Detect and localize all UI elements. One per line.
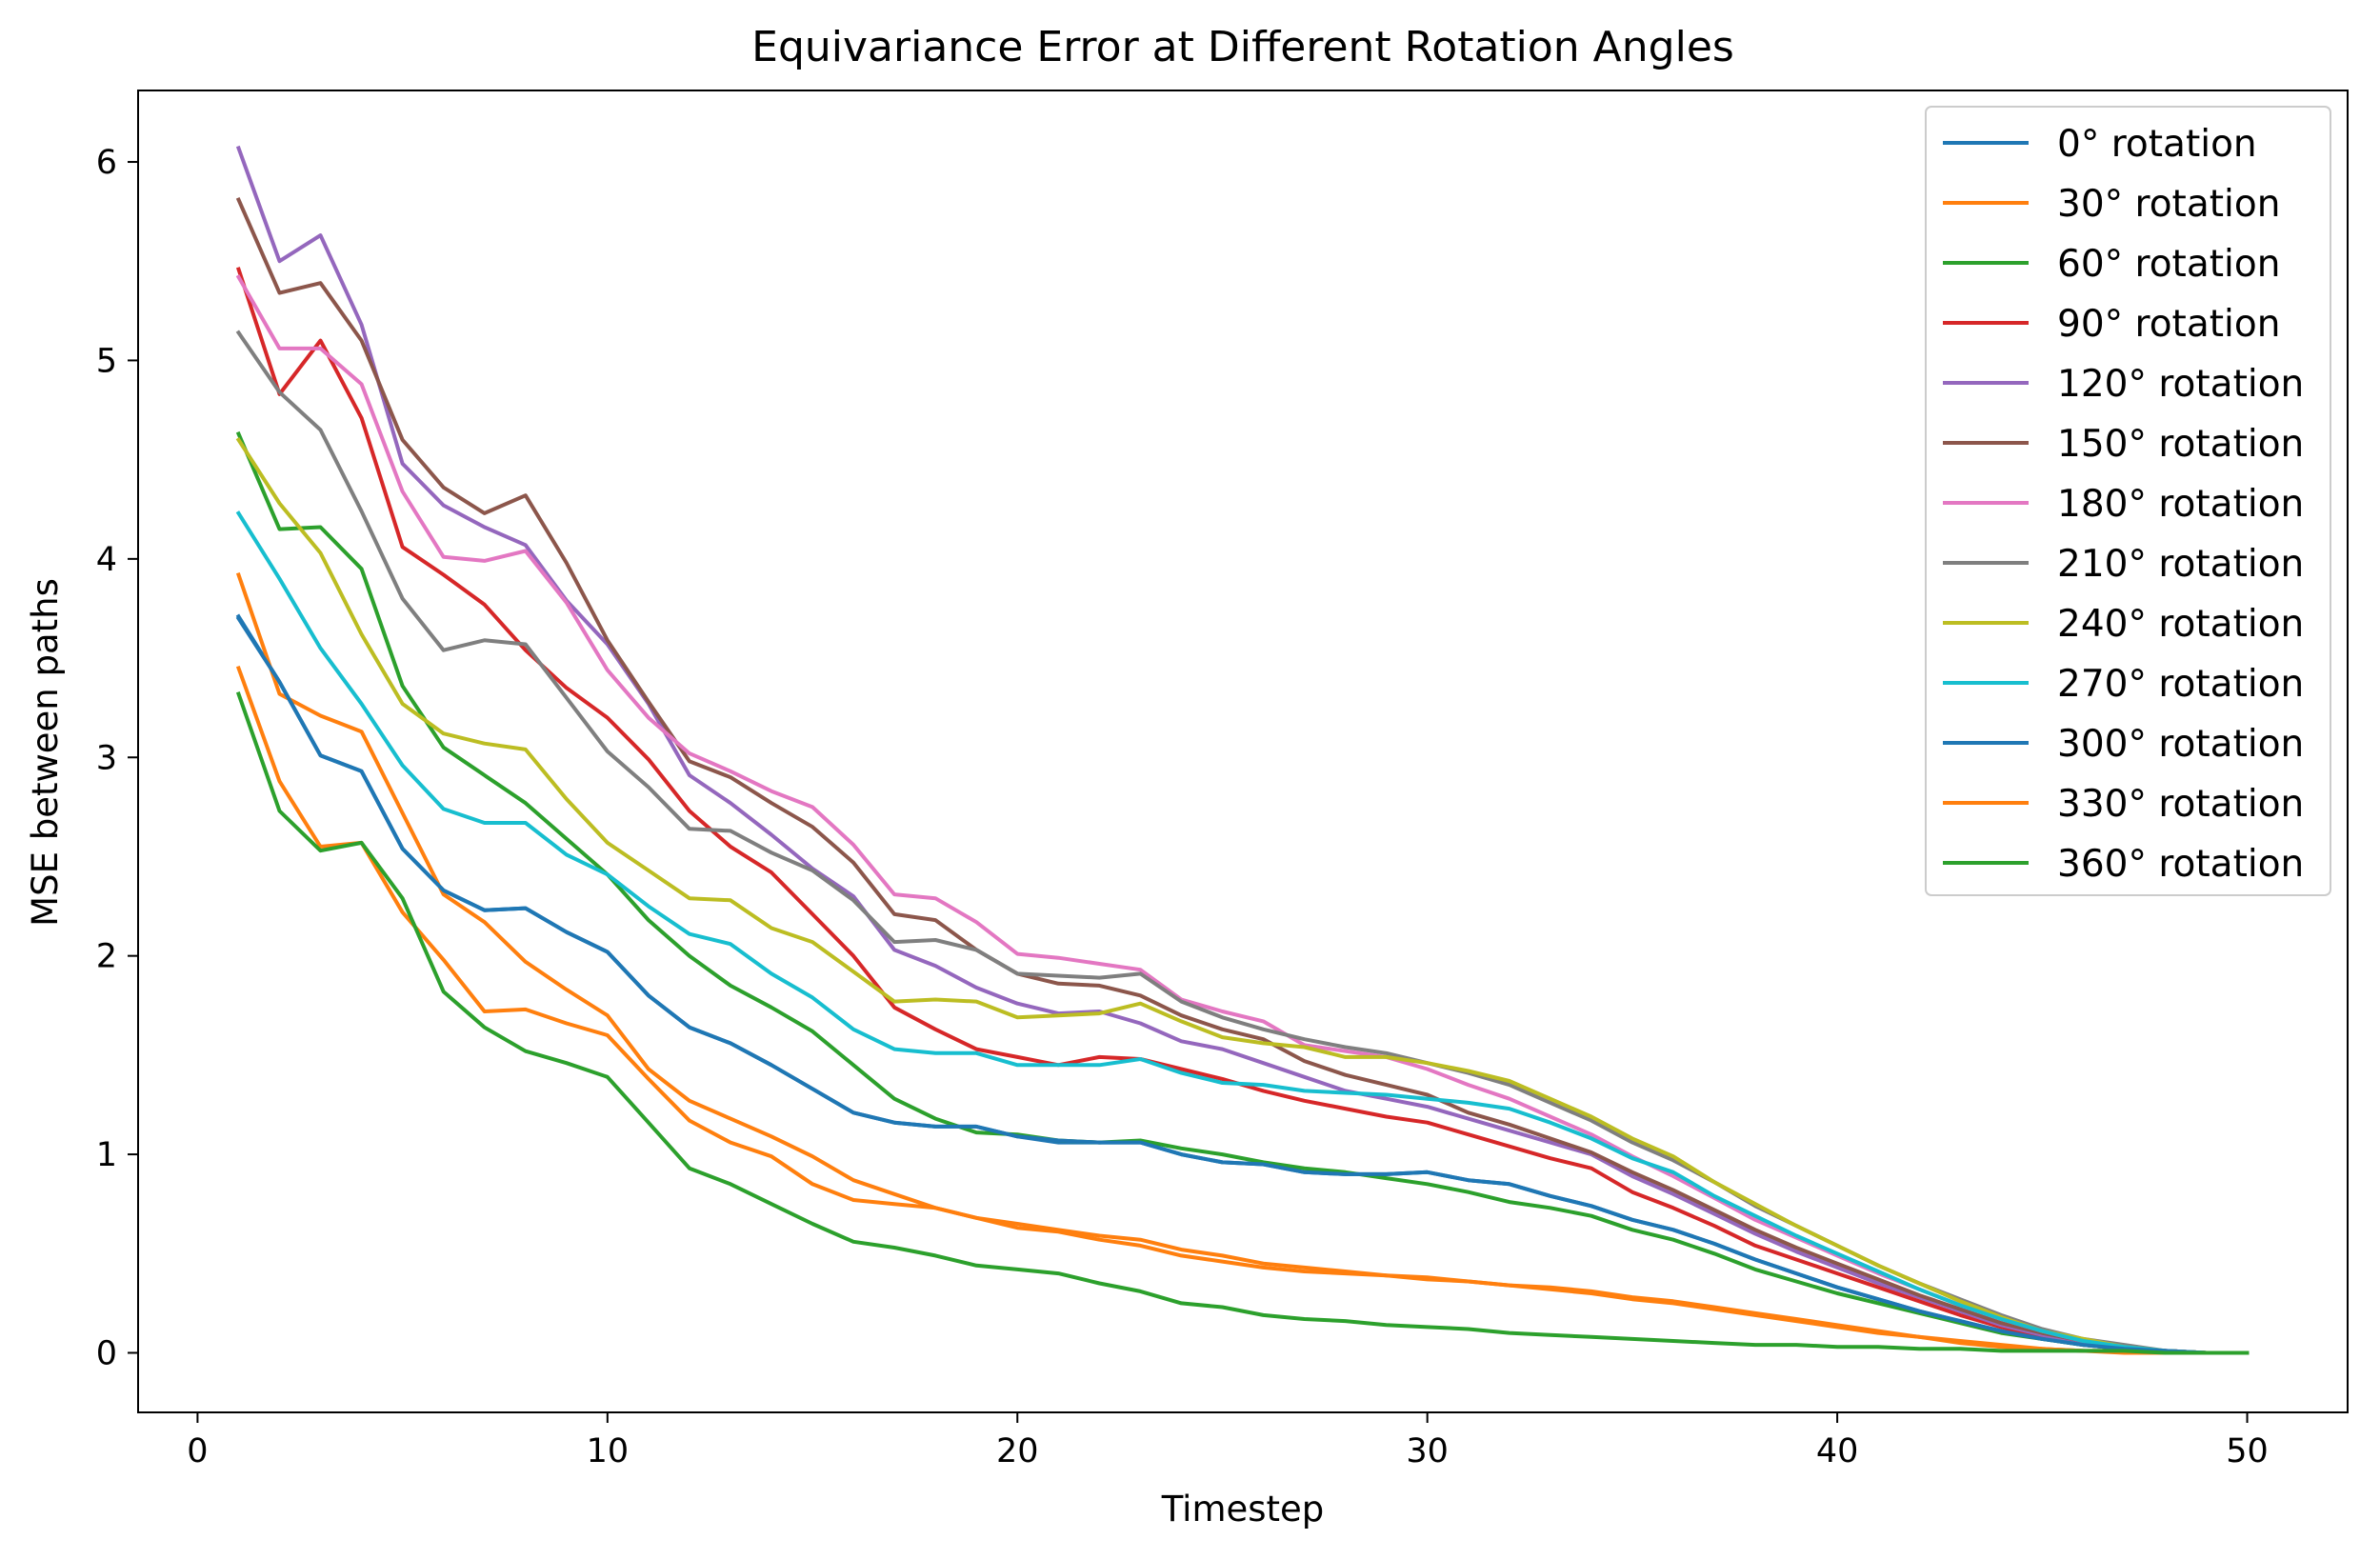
y-tick-label: 6 (96, 144, 117, 182)
y-tick-label: 0 (96, 1334, 117, 1372)
legend-label: 360° rotation (2057, 843, 2304, 886)
y-tick-label: 2 (96, 938, 117, 976)
plot-frame (137, 90, 2349, 1413)
legend-label: 60° rotation (2057, 243, 2280, 286)
series-line (235, 691, 2250, 1355)
series-line (235, 430, 2250, 1355)
y-tick-label: 5 (96, 342, 117, 380)
x-tick-label: 40 (1816, 1432, 1859, 1470)
legend-items: 0° rotation 30° rotation 60° rotation 90° r… (1943, 123, 2304, 886)
series-line (235, 437, 2250, 1355)
plot-lines (235, 145, 2250, 1355)
x-tick-label: 30 (1406, 1432, 1449, 1470)
x-axis-label: Timestep (1161, 1489, 1325, 1530)
x-tick-label: 20 (996, 1432, 1039, 1470)
legend-label: 30° rotation (2057, 183, 2280, 226)
legend-box (1925, 106, 2331, 896)
legend-label: 0° rotation (2057, 123, 2257, 166)
x-tick-label: 0 (187, 1432, 208, 1470)
legend-label: 180° rotation (2057, 483, 2304, 526)
x-axis: 0 10 20 30 40 50 (187, 1412, 2269, 1470)
legend-label: 90° rotation (2057, 303, 2280, 346)
legend-label: 330° rotation (2057, 783, 2304, 826)
legend-label: 300° rotation (2057, 723, 2304, 766)
legend: 0° rotation 30° rotation 60° rotation 90° r… (1925, 106, 2331, 896)
series-line (235, 665, 2250, 1355)
series-line (235, 615, 2250, 1355)
y-tick-label: 3 (96, 739, 117, 777)
chart-title: Equivariance Error at Different Rotation… (751, 23, 1734, 71)
legend-label: 120° rotation (2057, 363, 2304, 406)
series-line (235, 510, 2250, 1355)
series-line (235, 145, 2250, 1355)
y-tick-label: 1 (96, 1136, 117, 1174)
legend-label: 270° rotation (2057, 663, 2304, 706)
legend-label: 240° rotation (2057, 603, 2304, 646)
x-tick-label: 50 (2226, 1432, 2269, 1470)
y-tick-label: 4 (96, 541, 117, 579)
y-axis: 0 1 2 3 4 5 6 (96, 144, 138, 1372)
series-line (235, 196, 2250, 1355)
legend-label: 150° rotation (2057, 423, 2304, 466)
legend-label: 210° rotation (2057, 543, 2304, 586)
y-axis-label: MSE between paths (25, 578, 66, 927)
x-tick-label: 10 (587, 1432, 630, 1470)
